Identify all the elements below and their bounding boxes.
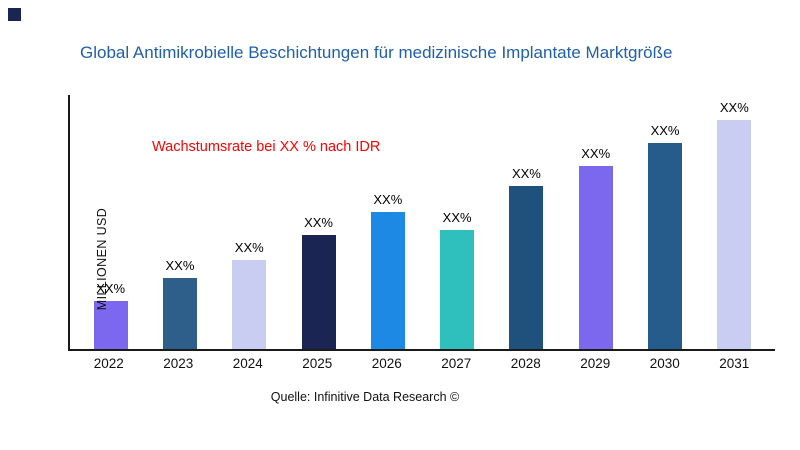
x-tick-label: 2030 [649, 356, 680, 371]
bar-column: XX% [492, 95, 561, 349]
bar [717, 120, 752, 349]
bar [232, 260, 267, 349]
bar [440, 229, 475, 349]
bar [648, 143, 683, 349]
bar-column: XX% [215, 95, 284, 349]
plot-area: MILLIONEN USD Wachstumsrate bei XX % nac… [68, 95, 775, 351]
bar-column: XX% [284, 95, 353, 349]
bar [509, 186, 544, 349]
x-tick-label: 2031 [719, 356, 750, 371]
x-tick-label: 2023 [163, 356, 194, 371]
x-tick-label: 2029 [580, 356, 611, 371]
bar-column: XX% [561, 95, 630, 349]
bar-value-label: XX% [442, 209, 472, 225]
x-tick-label: 2026 [371, 356, 402, 371]
bar-value-label: XX% [96, 280, 126, 296]
brand-square [8, 8, 21, 21]
bar-column: XX% [630, 95, 699, 349]
bar [162, 277, 197, 349]
bar-value-label: XX% [719, 100, 749, 116]
bar-column: XX% [76, 95, 145, 349]
bar-value-label: XX% [581, 146, 611, 162]
bar-value-label: XX% [650, 123, 680, 139]
bar-column: XX% [353, 95, 422, 349]
bar-column: XX% [145, 95, 214, 349]
y-axis-label: MILLIONEN USD [95, 207, 109, 311]
bar-column: XX% [422, 95, 491, 349]
x-tick-label: 2024 [232, 356, 263, 371]
chart-title: Global Antimikrobielle Beschichtungen fü… [80, 43, 673, 62]
bar-value-label: XX% [373, 191, 403, 207]
bar [93, 300, 128, 349]
x-tick-label: 2025 [302, 356, 333, 371]
bar-value-label: XX% [165, 257, 195, 273]
bar [370, 211, 405, 349]
bar [578, 166, 613, 349]
bar [301, 234, 336, 349]
bar-value-label: XX% [234, 240, 264, 256]
x-axis-tick-labels: 2022 2023 2024 2025 2026 2027 2028 2029 2030 2031 [68, 356, 775, 371]
bars-container: XX% XX% XX% XX% XX% XX% XX% XX% XX% XX% [70, 95, 775, 349]
bar-value-label: XX% [511, 166, 541, 182]
source-text: Quelle: Infinitive Data Research © [270, 390, 460, 404]
growth-annotation: Wachstumsrate bei XX % nach IDR [152, 139, 381, 155]
x-tick-label: 2022 [93, 356, 124, 371]
x-tick-label: 2027 [441, 356, 472, 371]
bar-value-label: XX% [304, 214, 333, 230]
bar-column: XX% [700, 95, 769, 349]
x-tick-label: 2028 [510, 356, 541, 371]
